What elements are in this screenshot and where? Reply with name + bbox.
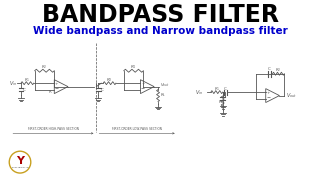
Text: +: +	[141, 82, 145, 86]
Text: $V_{in}$: $V_{in}$	[9, 79, 17, 88]
Text: Y: Y	[16, 156, 24, 166]
Text: ELECTRICIFY IN: ELECTRICIFY IN	[12, 166, 28, 168]
Text: $V_{in}$: $V_{in}$	[195, 88, 204, 96]
Text: C: C	[100, 88, 103, 92]
Text: −: −	[266, 96, 270, 101]
Text: −: −	[141, 87, 145, 92]
Text: −: −	[55, 87, 59, 92]
Text: $V_{out}$: $V_{out}$	[286, 91, 297, 100]
Text: BANDPASS FILTER: BANDPASS FILTER	[42, 3, 278, 27]
Text: R: R	[49, 90, 51, 94]
Text: $R_1$: $R_1$	[24, 76, 31, 84]
Text: $R_4$: $R_4$	[130, 64, 137, 71]
Text: FIRST-ORDER LOW-PASS SECTION: FIRST-ORDER LOW-PASS SECTION	[111, 127, 162, 131]
Text: $R_2$: $R_2$	[218, 98, 224, 106]
Text: $R_1$: $R_1$	[213, 85, 220, 93]
Text: Wide bandpass and Narrow bandpass filter: Wide bandpass and Narrow bandpass filter	[33, 26, 287, 36]
Text: $R_3$: $R_3$	[106, 76, 113, 84]
Text: FIRST-ORDER HIGH-PASS SECTION: FIRST-ORDER HIGH-PASS SECTION	[28, 127, 79, 131]
Text: $R_L$: $R_L$	[160, 92, 166, 99]
Text: C: C	[23, 88, 26, 92]
Text: $R_2$: $R_2$	[275, 66, 282, 74]
Text: C: C	[224, 87, 227, 91]
Text: +: +	[267, 91, 270, 95]
Text: $R_2$: $R_2$	[41, 64, 48, 71]
Text: C: C	[268, 67, 271, 71]
Text: $V_{out}$: $V_{out}$	[160, 82, 170, 89]
Text: +: +	[55, 82, 59, 86]
